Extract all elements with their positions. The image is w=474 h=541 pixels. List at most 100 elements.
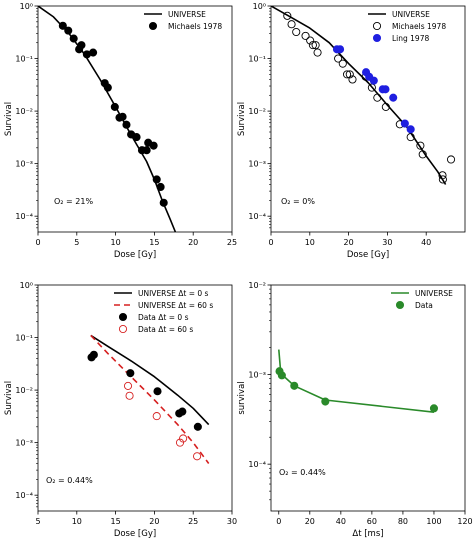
data-point bbox=[438, 175, 447, 184]
x-tick-label: 40 bbox=[421, 238, 431, 247]
legend-item: UNIVERSE bbox=[391, 289, 453, 298]
legend-item: UNIVERSE bbox=[368, 10, 430, 19]
y-axis-label: Survival bbox=[4, 102, 14, 136]
data-point bbox=[142, 146, 151, 155]
x-tick-label: 120 bbox=[457, 517, 472, 526]
x-tick-label: 25 bbox=[188, 517, 198, 526]
y-axis-label: survival bbox=[237, 381, 247, 414]
data-point bbox=[283, 11, 292, 20]
y-axis-label: Survival bbox=[4, 381, 14, 415]
y-tick-label: 10⁻³ bbox=[15, 160, 33, 169]
data-point bbox=[348, 75, 357, 84]
y-tick-label: 10⁻³ bbox=[248, 371, 266, 380]
oxygen-annotation: O₂ = 0.44% bbox=[46, 476, 93, 485]
legend-marker-swatch bbox=[118, 312, 128, 322]
y-tick-label: 10⁰ bbox=[253, 2, 266, 11]
x-tick-label: 10 bbox=[72, 517, 82, 526]
data-point bbox=[126, 369, 135, 378]
legend-marker-swatch bbox=[395, 300, 405, 310]
data-point bbox=[152, 175, 161, 184]
legend-label: Michaels 1978 bbox=[168, 22, 222, 31]
x-axis-label: Dose [Gy] bbox=[114, 250, 156, 260]
data-point bbox=[153, 387, 162, 396]
data-point bbox=[193, 452, 202, 461]
legend-item: UNIVERSE Δt = 60 s bbox=[114, 301, 213, 310]
legend-item: Data Δt = 0 s bbox=[118, 312, 189, 322]
data-point bbox=[292, 27, 301, 37]
data-point bbox=[118, 112, 127, 121]
data-point bbox=[369, 76, 378, 85]
panel-top-left: 0 5 10 15 20 25 10⁻⁴ 10⁻³ 10⁻² 10⁻¹ 10⁰ Dose [Gy] Su… bbox=[4, 2, 237, 260]
data-point bbox=[381, 102, 390, 111]
data-point bbox=[69, 34, 78, 43]
panel-bottom-left: 5 10 15 20 25 30 10⁻⁴ 10⁻³ 10⁻² 10⁻¹ 10⁰ Dose [Gy] S… bbox=[4, 281, 237, 539]
plot-area bbox=[271, 6, 456, 185]
y-tick-label: 10⁻⁴ bbox=[248, 460, 266, 469]
x-axis-label: Δt [ms] bbox=[352, 529, 383, 539]
data-point bbox=[175, 438, 185, 447]
x-tick-label: 20 bbox=[188, 238, 198, 247]
data-point bbox=[446, 155, 456, 164]
x-tick-label: 60 bbox=[367, 517, 377, 526]
series-line bbox=[90, 334, 210, 464]
legend-label: UNIVERSE bbox=[168, 10, 206, 19]
data-point bbox=[277, 371, 286, 380]
x-tick-label: 20 bbox=[305, 517, 315, 526]
legend-label: UNIVERSE bbox=[392, 10, 430, 19]
x-tick-label: 0 bbox=[276, 517, 281, 526]
x-tick-label: 40 bbox=[336, 517, 346, 526]
data-point bbox=[373, 93, 382, 102]
plot-area bbox=[87, 334, 210, 464]
x-tick-label: 0 bbox=[268, 238, 273, 247]
x-tick-label: 5 bbox=[35, 517, 40, 526]
y-tick-label: 10⁰ bbox=[20, 281, 33, 290]
data-point bbox=[287, 20, 296, 29]
y-tick-label: 10⁻² bbox=[15, 386, 33, 395]
legend-label: Ling 1978 bbox=[392, 34, 429, 43]
y-tick-label: 10⁻³ bbox=[248, 160, 266, 169]
x-tick-label: 10 bbox=[111, 238, 121, 247]
x-tick-label: 100 bbox=[426, 517, 441, 526]
plot-area bbox=[38, 6, 177, 232]
oxygen-annotation: O₂ = 0.44% bbox=[279, 468, 326, 477]
data-point bbox=[110, 102, 119, 111]
data-point bbox=[313, 48, 322, 57]
x-tick-label: 20 bbox=[149, 517, 159, 526]
y-tick-label: 10⁻⁴ bbox=[248, 212, 266, 221]
plot-frame bbox=[270, 284, 466, 512]
legend-label: UNIVERSE bbox=[415, 289, 453, 298]
legend-item: Data bbox=[395, 300, 433, 310]
legend-label: Data Δt = 60 s bbox=[138, 325, 193, 334]
legend-label: Data Δt = 0 s bbox=[138, 313, 189, 322]
x-tick-label: 30 bbox=[227, 517, 237, 526]
data-point bbox=[159, 198, 168, 207]
series-line bbox=[90, 334, 210, 426]
y-tick-label: 10⁰ bbox=[20, 2, 33, 11]
legend-marker-swatch bbox=[372, 33, 382, 43]
data-point bbox=[406, 125, 415, 134]
data-point bbox=[77, 41, 86, 50]
legend-item: Data Δt = 60 s bbox=[118, 324, 193, 334]
data-point bbox=[193, 422, 202, 431]
data-point bbox=[429, 404, 439, 413]
panel-bottom-right: 0 20 40 60 80 100 120 10⁻⁴ 10⁻³ 10⁻² Δt [ms] surviv… bbox=[237, 281, 473, 539]
y-tick-label: 10⁻¹ bbox=[248, 55, 266, 64]
y-tick-label: 10⁻¹ bbox=[15, 334, 33, 343]
data-point bbox=[156, 182, 165, 192]
plot-area bbox=[275, 349, 439, 413]
legend-item: UNIVERSE bbox=[144, 10, 206, 19]
data-point bbox=[64, 26, 73, 35]
data-point bbox=[132, 133, 141, 142]
data-point bbox=[311, 41, 320, 50]
legend-marker-swatch bbox=[372, 21, 382, 31]
x-tick-label: 15 bbox=[111, 517, 121, 526]
oxygen-annotation: O₂ = 21% bbox=[54, 197, 93, 206]
series-line bbox=[271, 6, 447, 185]
x-tick-label: 30 bbox=[382, 238, 392, 247]
legend-label: Data bbox=[415, 301, 433, 310]
y-tick-label: 10⁻² bbox=[248, 107, 266, 116]
data-point bbox=[418, 150, 427, 159]
data-point bbox=[89, 48, 98, 57]
y-tick-label: 10⁻¹ bbox=[15, 55, 33, 64]
data-point bbox=[416, 141, 425, 150]
